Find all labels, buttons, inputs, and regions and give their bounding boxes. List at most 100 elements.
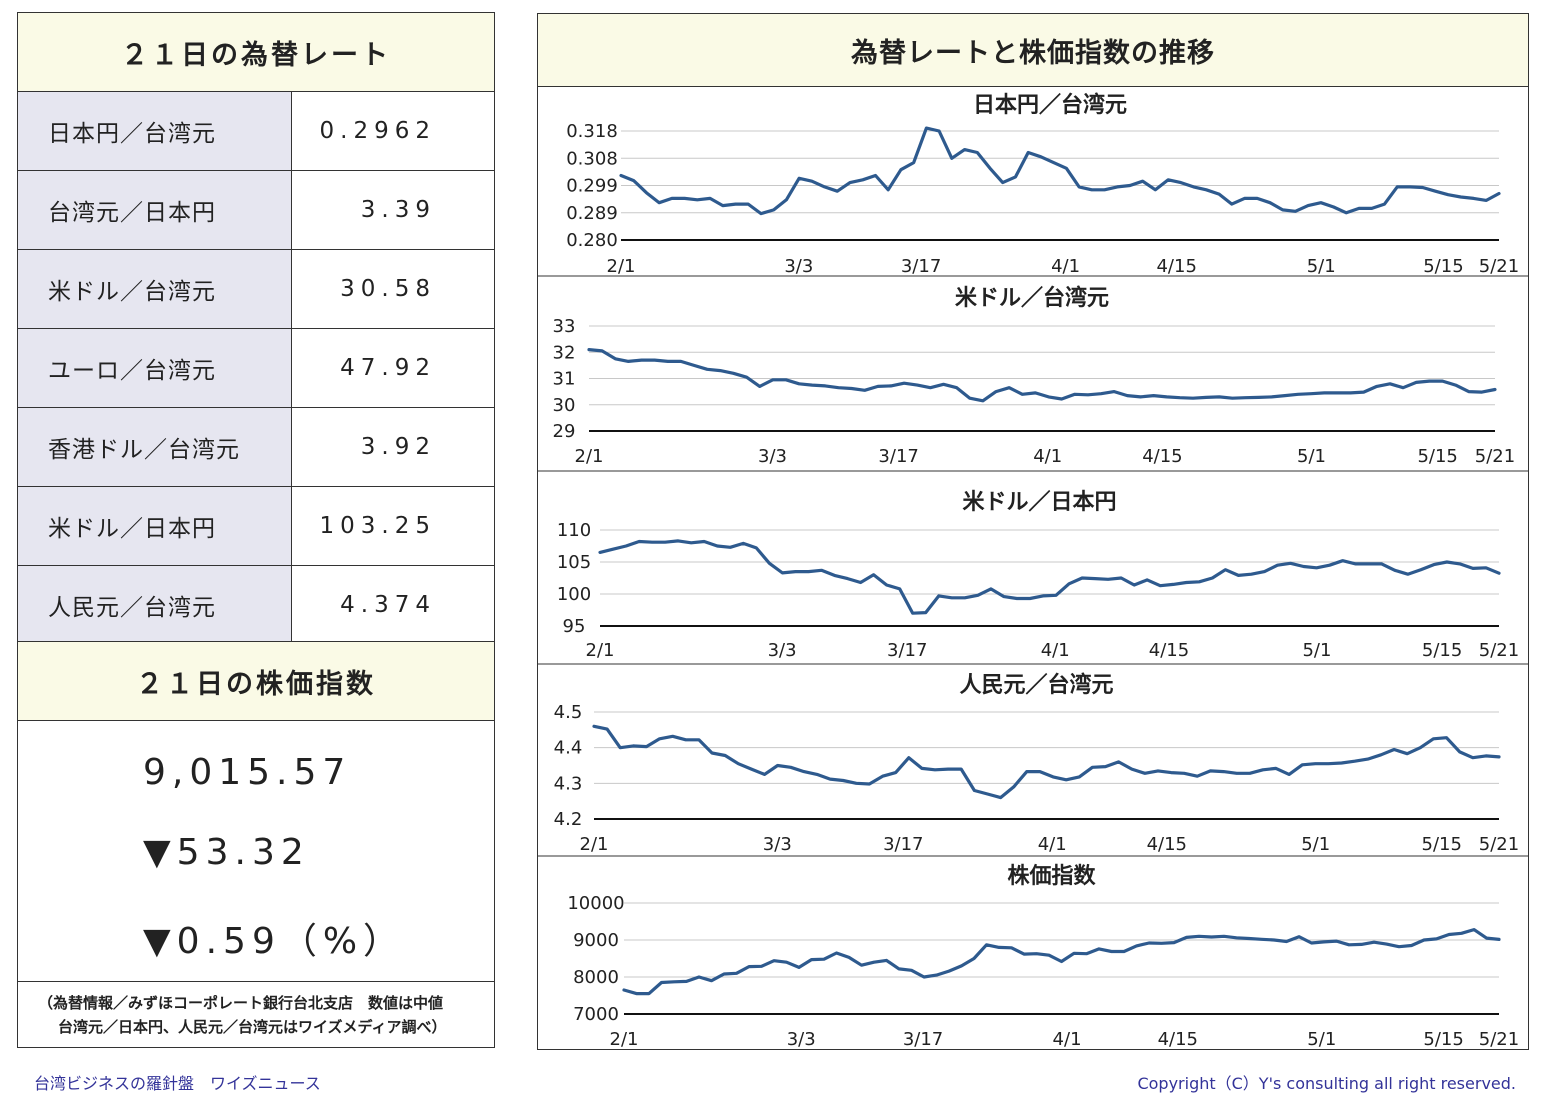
- chart-title: 人民元／台湾元: [959, 672, 1113, 698]
- y-tick-label: 9000: [573, 930, 619, 951]
- x-tick-label: 3/3: [787, 1029, 816, 1050]
- stock-change-pct: ▼0.59（%）: [143, 921, 406, 962]
- y-tick-label: 4.5: [554, 702, 583, 723]
- charts-svg: 日本円／台湾元 0.318 0.308 0.299 0.289 0.280 2/1 3/3 3/…: [537, 92, 1529, 1050]
- y-tick-label: 0.280: [566, 230, 618, 251]
- series-line: [622, 927, 1501, 996]
- rate-label: 香港ドル／台湾元: [17, 407, 292, 487]
- table-row: 米ドル／台湾元 30.58: [17, 249, 495, 329]
- y-tick-label: 8000: [573, 967, 619, 988]
- y-tick-label: 7000: [573, 1004, 619, 1025]
- y-tick-label: 0.299: [566, 176, 618, 197]
- series-line: [587, 348, 1497, 403]
- x-tick-label: 4/1: [1053, 1029, 1082, 1050]
- chart-title: 米ドル／日本円: [962, 490, 1116, 515]
- rate-label: 人民元／台湾元: [17, 565, 292, 645]
- x-tick-label: 5/21: [1479, 1029, 1519, 1050]
- chart-panel: 米ドル／日本円 110 105 100 952/1 3/3 3/17 4/1 4/15 5/1 5/…: [537, 470, 1529, 661]
- x-tick-label: 5/21: [1479, 640, 1519, 661]
- charts-title: 為替レートと株価指数の推移: [537, 13, 1529, 87]
- x-tick-label: 4/1: [1038, 834, 1067, 855]
- x-tick-label: 3/3: [758, 446, 787, 467]
- y-tick-label: 30: [553, 395, 576, 416]
- table-row: 香港ドル／台湾元 3.92: [17, 407, 495, 487]
- source-line-2: 台湾元／日本円、人民元／台湾元はワイズメディア調べ）: [58, 1018, 447, 1036]
- table-row: 日本円／台湾元 0.2962: [17, 91, 495, 171]
- rate-label: 日本円／台湾元: [17, 91, 292, 171]
- x-tick-label: 3/17: [901, 256, 941, 277]
- x-tick-label: 5/15: [1417, 446, 1457, 467]
- y-tick-label: 4.2: [554, 809, 583, 830]
- series-line: [598, 539, 1501, 615]
- x-tick-label: 4/15: [1149, 640, 1189, 661]
- rate-value: 3.92: [291, 407, 495, 487]
- rate-value: 3.39: [291, 170, 495, 250]
- table-row: 米ドル／日本円 103.25: [17, 486, 495, 566]
- chart-panel: 日本円／台湾元 0.318 0.308 0.299 0.289 0.280 2/1 3/3 3/…: [566, 92, 1519, 277]
- chart-title: 米ドル／台湾元: [955, 285, 1109, 311]
- x-tick-label: 5/1: [1307, 256, 1336, 277]
- y-tick-label: 29: [553, 421, 576, 442]
- x-tick-label: 3/3: [784, 256, 813, 277]
- rate-value: 47.92: [291, 328, 495, 408]
- x-tick-label: 2/1: [580, 834, 609, 855]
- rate-value: 103.25: [291, 486, 495, 566]
- y-tick-label: 0.308: [566, 148, 618, 169]
- x-tick-label: 5/15: [1423, 256, 1463, 277]
- x-tick-label: 5/21: [1479, 256, 1519, 277]
- x-tick-label: 2/1: [586, 640, 615, 661]
- table-row: ユーロ／台湾元 47.92: [17, 328, 495, 408]
- x-tick-label: 2/1: [607, 256, 636, 277]
- series-line: [592, 724, 1501, 800]
- footer-copyright: Copyright（C）Y's consulting all right res…: [1137, 1074, 1516, 1093]
- rate-value: 4.374: [291, 565, 495, 645]
- x-tick-label: 4/15: [1158, 1029, 1198, 1050]
- x-tick-label: 3/17: [883, 834, 923, 855]
- x-tick-label: 2/1: [575, 446, 604, 467]
- x-tick-label: 3/3: [768, 640, 797, 661]
- y-tick-label: 100: [557, 584, 591, 605]
- x-tick-label: 4/1: [1051, 256, 1080, 277]
- charts-area: [537, 86, 1529, 1050]
- y-tick-label: 32: [553, 342, 576, 363]
- x-tick-label: 3/17: [878, 446, 918, 467]
- x-tick-label: 4/15: [1142, 446, 1182, 467]
- x-tick-label: 5/15: [1422, 640, 1462, 661]
- stock-change: ▼53.32: [143, 832, 310, 873]
- x-tick-label: 4/1: [1033, 446, 1062, 467]
- y-tick-label: 0.289: [566, 203, 618, 224]
- chart-panel: 米ドル／台湾元 33 32 31 30 29 2/1 3/3 3/17 4/1 4/15 5/1 5/1…: [537, 275, 1529, 467]
- y-tick-label: 4.4: [554, 738, 583, 759]
- rate-value: 30.58: [291, 249, 495, 329]
- rate-label: 米ドル／台湾元: [17, 249, 292, 329]
- x-tick-label: 2/1: [610, 1029, 639, 1050]
- x-tick-label: 3/17: [903, 1029, 943, 1050]
- table-row: 台湾元／日本円 3.39: [17, 170, 495, 250]
- x-tick-label: 4/1: [1041, 640, 1070, 661]
- table-row: 人民元／台湾元 4.374: [17, 565, 495, 645]
- rates-table: 日本円／台湾元 0.2962 台湾元／日本円 3.39 米ドル／台湾元 30.5…: [17, 91, 495, 645]
- x-tick-label: 5/15: [1422, 834, 1462, 855]
- rate-label: ユーロ／台湾元: [17, 328, 292, 408]
- x-tick-label: 5/21: [1475, 446, 1515, 467]
- y-tick-label: 31: [553, 369, 576, 390]
- footer-brand: 台湾ビジネスの羅針盤 ワイズニュース: [34, 1074, 321, 1093]
- x-tick-label: 4/15: [1156, 256, 1196, 277]
- y-tick-label: 4.3: [554, 773, 583, 794]
- x-tick-label: 5/15: [1423, 1029, 1463, 1050]
- chart-panel: 株価指数 10000 9000 8000 7000 2/1 3/3 3/17 4/1 4/15 5/…: [537, 855, 1529, 1050]
- stock-value: 9,015.57: [143, 752, 352, 793]
- series-line: [619, 126, 1501, 216]
- x-tick-label: 3/17: [887, 640, 927, 661]
- chart-title: 株価指数: [1007, 863, 1096, 889]
- source-note: （為替情報／みずほコーポレート銀行台北支店 数値は中値 台湾元／日本円、人民元／…: [17, 981, 495, 1048]
- x-tick-label: 5/1: [1297, 446, 1326, 467]
- x-tick-label: 5/1: [1307, 1029, 1336, 1050]
- rate-label: 台湾元／日本円: [17, 170, 292, 250]
- x-tick-label: 5/21: [1479, 834, 1519, 855]
- chart-title: 日本円／台湾元: [973, 92, 1127, 118]
- x-tick-label: 3/3: [763, 834, 792, 855]
- y-tick-label: 95: [563, 616, 586, 637]
- x-tick-label: 5/1: [1302, 640, 1331, 661]
